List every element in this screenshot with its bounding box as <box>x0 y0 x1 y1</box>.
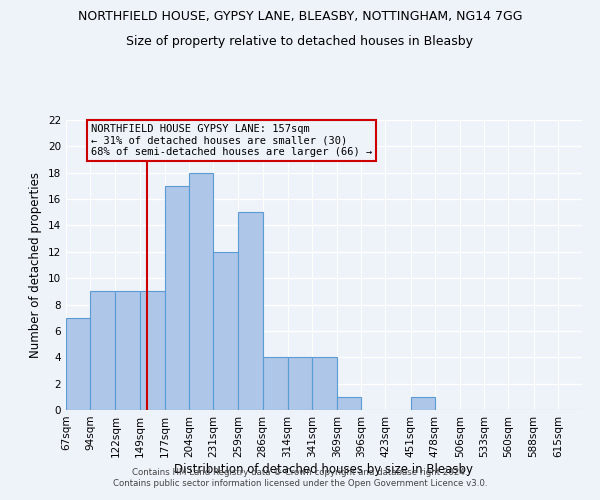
Text: NORTHFIELD HOUSE, GYPSY LANE, BLEASBY, NOTTINGHAM, NG14 7GG: NORTHFIELD HOUSE, GYPSY LANE, BLEASBY, N… <box>78 10 522 23</box>
Text: Contains HM Land Registry data © Crown copyright and database right 2024.
Contai: Contains HM Land Registry data © Crown c… <box>113 468 487 487</box>
X-axis label: Distribution of detached houses by size in Bleasby: Distribution of detached houses by size … <box>175 462 473 475</box>
Text: Size of property relative to detached houses in Bleasby: Size of property relative to detached ho… <box>127 35 473 48</box>
Bar <box>66 318 90 410</box>
Bar <box>263 358 287 410</box>
Bar <box>213 252 238 410</box>
Bar <box>90 292 115 410</box>
Text: NORTHFIELD HOUSE GYPSY LANE: 157sqm
← 31% of detached houses are smaller (30)
68: NORTHFIELD HOUSE GYPSY LANE: 157sqm ← 31… <box>91 124 373 157</box>
Y-axis label: Number of detached properties: Number of detached properties <box>29 172 43 358</box>
Bar <box>287 358 312 410</box>
Bar <box>189 172 213 410</box>
Bar <box>140 292 165 410</box>
Bar <box>312 358 337 410</box>
Bar <box>115 292 140 410</box>
Bar <box>337 397 361 410</box>
Bar <box>165 186 189 410</box>
Bar <box>238 212 263 410</box>
Bar <box>410 397 435 410</box>
